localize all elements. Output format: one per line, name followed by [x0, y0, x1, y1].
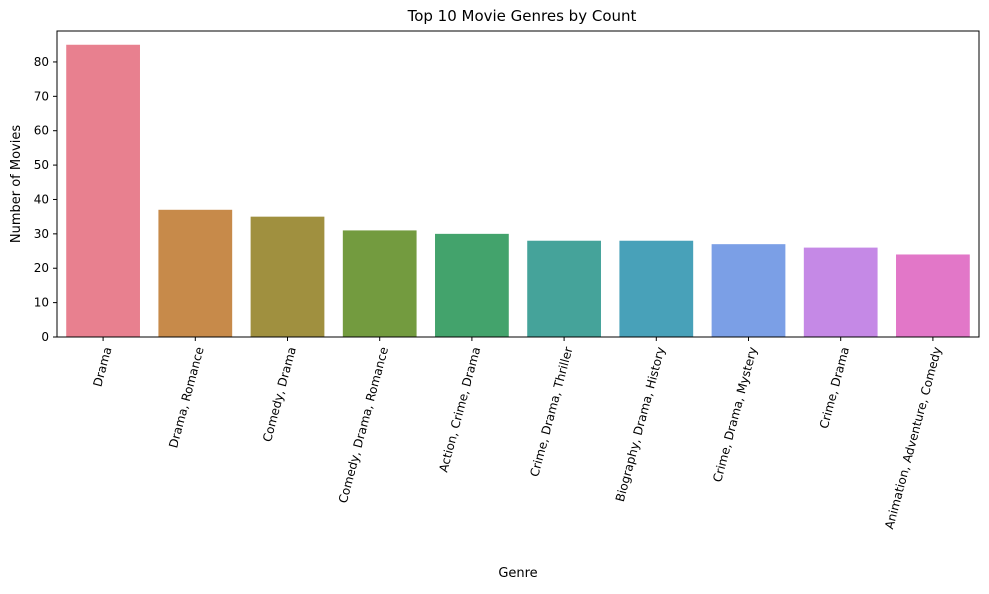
x-tick-label: Drama, Romance: [166, 345, 206, 449]
bar: [619, 240, 694, 337]
x-tick-label: Crime, Drama: [817, 345, 852, 430]
y-tick-label: 60: [34, 124, 49, 138]
y-tick-label: 50: [34, 158, 49, 172]
x-tick-label: Crime, Drama, Thriller: [527, 345, 575, 478]
y-tick-label: 30: [34, 227, 49, 241]
x-tick-label: Action, Crime, Drama: [436, 345, 483, 473]
x-tick-label: Crime, Drama, Mystery: [710, 345, 760, 483]
bar: [803, 247, 878, 337]
bar: [250, 216, 325, 337]
bar: [711, 244, 786, 337]
y-tick-label: 20: [34, 261, 49, 275]
x-tick-label: Drama: [90, 345, 114, 388]
y-tick-label: 0: [41, 330, 49, 344]
x-tick-label: Biography, Drama, History: [613, 345, 668, 503]
bar: [435, 233, 509, 337]
bar: [527, 240, 601, 337]
bar: [66, 44, 140, 337]
y-axis-ticks: 0 10 20 30 40 50 60 70 80: [34, 55, 57, 344]
x-tick-label: Animation, Adventure, Comedy: [882, 345, 944, 530]
y-tick-label: 10: [34, 296, 49, 310]
y-tick-label: 70: [34, 89, 49, 103]
bar: [896, 254, 970, 337]
chart-title: Top 10 Movie Genres by Count: [407, 7, 637, 25]
bar: [158, 209, 233, 337]
x-axis-title: Genre: [498, 566, 537, 581]
y-tick-label: 80: [34, 55, 49, 69]
x-tick-label: Comedy, Drama, Romance: [336, 345, 391, 504]
plot-area: [56, 30, 980, 338]
y-axis-title: Number of Movies: [9, 125, 24, 243]
plot-frame: [56, 30, 980, 338]
x-axis-ticks: Drama Drama, Romance Comedy, Drama Comedy, …: [90, 337, 944, 531]
y-tick-label: 40: [34, 192, 49, 206]
x-tick-label: Comedy, Drama: [260, 345, 299, 443]
bar: [342, 230, 417, 337]
